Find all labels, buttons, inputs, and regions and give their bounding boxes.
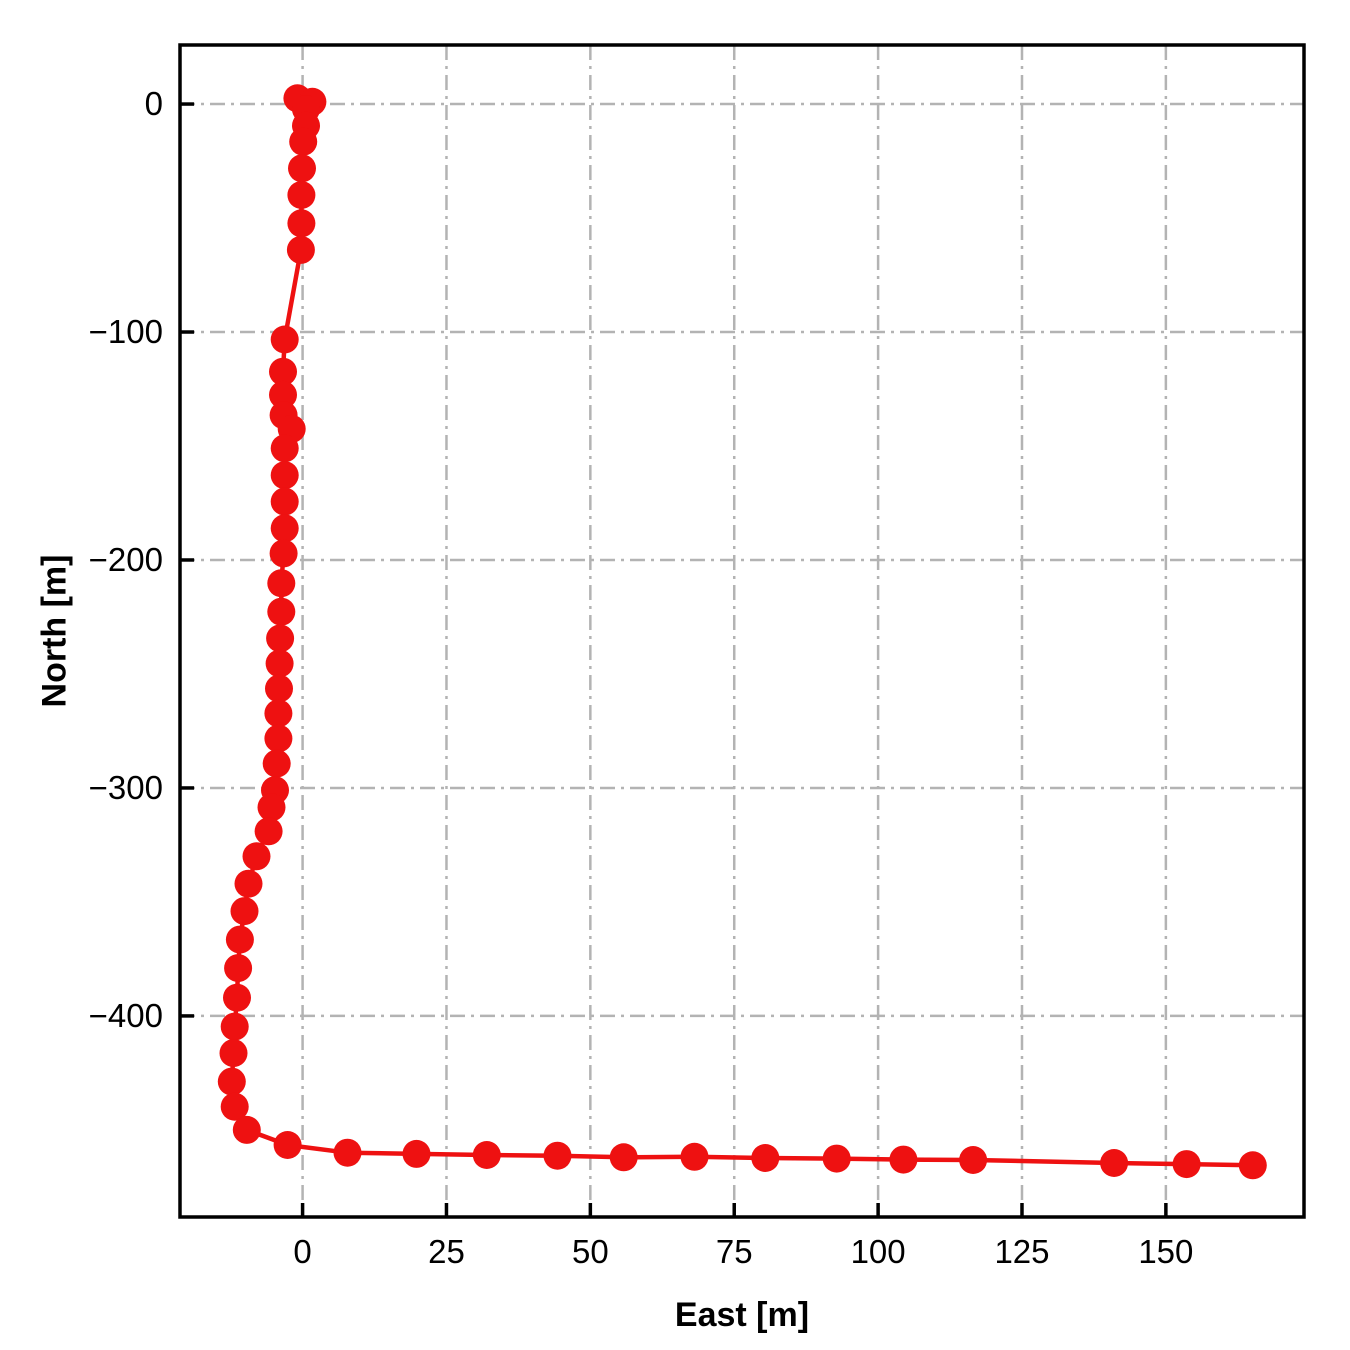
tick-marks [180, 102, 1168, 1217]
data-point [289, 127, 318, 156]
data-point [220, 1012, 249, 1041]
data-point [223, 983, 251, 1012]
data-point [264, 724, 293, 753]
data-point [269, 380, 297, 409]
x-tick-label: 150 [1138, 1233, 1193, 1270]
data-point [270, 434, 299, 463]
data-point [230, 897, 259, 926]
data-point [264, 699, 293, 728]
data-point [254, 817, 283, 846]
data-point [889, 1145, 918, 1174]
y-tick-label: −100 [89, 313, 163, 350]
data-point [402, 1139, 431, 1168]
x-tick-label: 0 [293, 1233, 311, 1270]
data-point [751, 1144, 780, 1172]
trajectory-line [229, 96, 1256, 1168]
data-point [286, 235, 315, 264]
axes-spines [178, 43, 1306, 1219]
y-tick-label: −400 [89, 997, 163, 1034]
data-point [273, 1131, 302, 1159]
data-point [257, 793, 286, 822]
data-point [270, 487, 299, 516]
data-point [267, 597, 296, 626]
data-point [1100, 1149, 1129, 1177]
data-point [270, 514, 299, 543]
data-point [270, 325, 299, 354]
data-point [1238, 1151, 1267, 1180]
data-point [220, 1092, 249, 1121]
data-point [269, 357, 297, 386]
x-tick-label: 125 [994, 1233, 1049, 1270]
data-point [269, 539, 298, 568]
y-tick-label: −200 [89, 541, 163, 578]
data-point [265, 649, 294, 678]
data-point [959, 1146, 988, 1174]
data-point [287, 181, 316, 209]
x-tick-label: 25 [428, 1233, 465, 1270]
data-point [234, 869, 263, 898]
x-axis-label: East [m] [674, 1296, 810, 1334]
data-point [242, 842, 271, 871]
data-point [609, 1143, 638, 1172]
data-point [266, 624, 295, 653]
series-trajectory [217, 84, 1267, 1180]
x-tick-label: 50 [572, 1233, 609, 1270]
data-point [288, 154, 316, 183]
x-tick-label: 75 [716, 1233, 753, 1270]
data-point [543, 1141, 572, 1170]
data-point [225, 925, 254, 954]
grid-lines [180, 45, 1304, 1217]
data-point [232, 1115, 261, 1144]
data-point [224, 954, 253, 983]
data-point [219, 1039, 248, 1068]
data-point [822, 1144, 851, 1173]
tick-labels: 0 25 50 75 100 125 150 0 −100 −200 −300 −400 [89, 85, 1194, 1270]
data-point [262, 749, 291, 778]
x-tick-label: 100 [851, 1233, 906, 1270]
data-point [287, 209, 316, 238]
data-point [217, 1067, 246, 1096]
data-point [270, 461, 299, 490]
y-axis-label: North [m] [35, 554, 74, 708]
y-tick-label: −300 [89, 769, 163, 806]
data-point [680, 1142, 709, 1171]
y-tick-label: 0 [145, 85, 163, 122]
data-point [267, 569, 296, 598]
data-point [333, 1138, 362, 1167]
data-point [472, 1141, 501, 1169]
data-point [1172, 1150, 1201, 1179]
data-point [265, 674, 293, 703]
